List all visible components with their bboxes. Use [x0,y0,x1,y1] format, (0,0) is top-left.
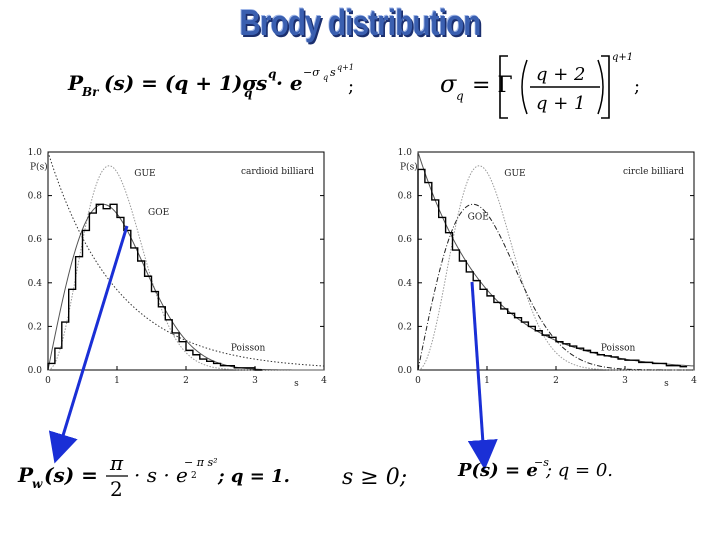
wigner-pi: π [109,451,124,475]
y-tick-label: 0.0 [28,366,43,376]
poisson-lhs: P(s) = e [457,460,538,481]
brody-sub: Br [81,85,100,99]
brody-s: s [255,71,267,95]
x-tick-label: 2 [183,376,189,386]
brody-exp2: q [323,73,328,82]
x-axis-label: s [294,379,299,389]
wigner-q: ; q = 1. [217,466,290,487]
x-tick-label: 0 [415,376,421,386]
sigma-sub: q [456,89,464,103]
y-tick-label: 0.2 [398,322,412,332]
poisson-exp: −s [534,456,549,469]
y-tick-label: 0.8 [28,192,43,202]
wigner-mid: (s) = [44,463,98,487]
y-axis-label: P(s) [400,161,418,172]
y-axis-label: P(s) [30,161,48,172]
brody-semicolon: ; [348,76,354,97]
s-condition: s ≥ 0; [342,465,407,490]
sigma-semicolon: ; [634,76,640,97]
y-tick-label: 1.0 [398,148,413,158]
arrow-goe-to-wigner [48,225,129,464]
x-tick-label: 3 [622,376,628,386]
y-tick-label: 0.2 [28,322,42,332]
wigner-formula: P w (s) = π 2 · s · e − π s² 2 ; q = 1. … [17,451,407,501]
sigma-formula: σ q = Γ q + 2 q + 1 q+1 ; [440,52,640,119]
plot-annotation: cardioid billiard [241,167,314,177]
x-axis-label: s [664,379,669,389]
poisson-formula: P(s) = e −s ; q = 0. [457,456,613,481]
x-tick-label: 4 [321,376,327,386]
y-tick-label: 0.4 [28,279,43,289]
brody-lhs: P [67,71,84,95]
brody-formula: P Br (s) = (q + 1)σ q s q · e −σ q s q+1… [67,63,354,100]
y-tick-label: 1.0 [28,148,43,158]
wigner-two: 2 [110,477,123,501]
wigner-lhs: P [17,463,34,487]
curve-gue [47,165,324,371]
x-tick-label: 0 [45,376,51,386]
chart-cardioid: 0 1 2 3 4 0.0 0.2 0.4 0.6 0.8 1.0 s P(s) cardioid bil… [28,148,327,389]
histogram-series [417,168,688,370]
y-tick-label: 0.0 [398,366,413,376]
power: q+1 [612,52,633,63]
chart-circle: 0 1 2 3 4 0.0 0.2 0.4 0.6 0.8 1.0 s P(s) circle billi… [398,148,697,389]
brody-dot: · e [276,71,303,95]
x-tick-label: 4 [691,376,697,386]
x-tick-label: 1 [114,376,120,386]
histogram-series [47,203,262,371]
brody-exp: −σ [303,66,320,79]
arrow-poisson [467,281,498,470]
frac-den: q + 1 [536,93,586,114]
x-tick-label: 3 [252,376,258,386]
y-tick-label: 0.6 [398,235,413,245]
brody-arg: (s) = (q + 1)σ [104,71,257,95]
wigner-rest: · s · e [134,463,188,487]
label-gue: GUE [134,169,155,179]
plot-frame [47,151,325,371]
sigma-eq-gamma: = Γ [472,73,513,98]
wigner-sub: w [32,477,43,491]
wigner-exp-2: 2 [191,471,197,481]
curve-goe [47,203,325,371]
page-title: Brody distribution [239,2,481,43]
brody-exp4: q+1 [337,63,354,72]
frac-num: q + 2 [536,64,586,85]
curve-goe [417,203,695,371]
y-tick-label: 0.8 [398,192,413,202]
brody-exp-q: q [268,67,276,81]
label-gue: GUE [504,169,525,179]
curve-poisson [47,151,325,367]
curve-gue [417,165,694,371]
label-poisson: Poisson [601,343,636,353]
brody-sub-q: q [244,86,252,100]
poisson-q: ; q = 0. [545,460,613,481]
x-tick-label: 2 [553,376,559,386]
brody-exp3: s [330,66,336,79]
sigma-symbol: σ [440,70,457,98]
label-goe: GOE [468,213,489,223]
label-poisson: Poisson [231,343,266,353]
x-tick-label: 1 [484,376,490,386]
label-goe: GOE [148,208,169,218]
y-tick-label: 0.6 [28,235,43,245]
y-tick-label: 0.4 [398,279,413,289]
plot-annotation: circle billiard [623,167,684,177]
wigner-exp: − π s² [184,456,218,469]
